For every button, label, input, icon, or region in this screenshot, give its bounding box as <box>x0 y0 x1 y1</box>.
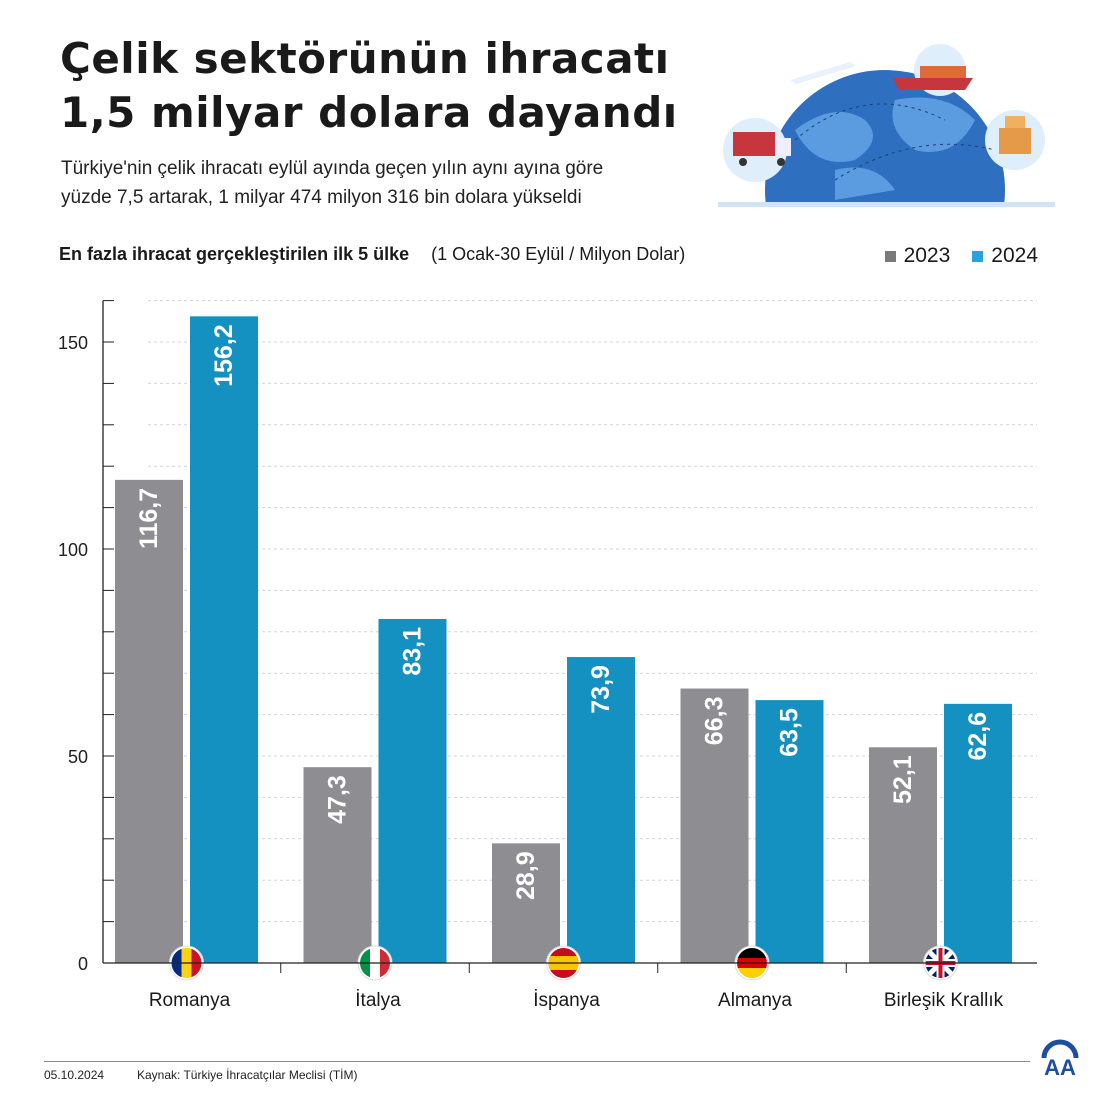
flag-stripe <box>737 948 767 958</box>
legend-swatch-2024 <box>972 250 984 262</box>
chart-title-text: En fazla ihracat gerçekleştirilen ilk 5 … <box>59 244 410 264</box>
chart-title: En fazla ihracat gerçekleştirilen ilk 5 … <box>59 244 685 265</box>
bar-chart: 0 50 100 150 116,7 156,2 Romanya 47,3 83,1 İtalya… <box>58 300 1037 1011</box>
y-tick-label: 50 <box>68 747 88 767</box>
subtitle: Türkiye'nin çelik ihracatı eylül ayında … <box>61 154 603 212</box>
bar-2023 <box>869 747 937 963</box>
bar-2024 <box>944 703 1012 963</box>
flag-stripe <box>737 968 767 978</box>
bar-2024 <box>567 657 635 963</box>
x-category-label: İtalya <box>355 990 401 1011</box>
bar-2024 <box>190 316 258 963</box>
bar-2023 <box>115 479 183 963</box>
title-line-2: 1,5 milyar dolara dayandı <box>60 88 678 137</box>
bar-label: 52,1 <box>889 755 917 804</box>
chart-unit-note: (1 Ocak-30 Eylül / Milyon Dolar) <box>431 244 686 264</box>
bar-label: 156,2 <box>210 324 238 387</box>
bar-label: 116,7 <box>135 488 163 549</box>
bar-label: 47,3 <box>324 775 352 824</box>
x-category-label: İspanya <box>533 990 600 1011</box>
legend-label-2024: 2024 <box>991 244 1038 267</box>
y-tick-label: 0 <box>78 954 88 974</box>
bar-label: 63,5 <box>776 708 804 757</box>
bar-label: 62,6 <box>964 712 992 761</box>
legend-label-2023: 2023 <box>903 244 951 267</box>
legend-item-2024: 2024 <box>972 244 1038 268</box>
y-tick-label: 150 <box>58 333 88 353</box>
bar-2024 <box>755 700 824 963</box>
x-category-label: Almanya <box>718 990 792 1011</box>
svg-text:AA: AA <box>1044 1055 1076 1078</box>
globe-illustration <box>718 44 1055 207</box>
footer-date: 05.10.2024 <box>44 1068 105 1082</box>
footer-divider <box>44 1061 1030 1062</box>
x-category-label: Birleşik Krallık <box>884 990 1004 1011</box>
bar-label: 73,9 <box>587 665 615 714</box>
page-title: Çelik sektörünün ihracatı 1,5 milyar dol… <box>60 32 678 140</box>
chart-legend: 2023 2024 <box>884 244 1038 268</box>
bar-2023 <box>303 767 372 963</box>
subtitle-line-1: Türkiye'nin çelik ihracatı eylül ayında … <box>61 158 604 179</box>
footer-source: Kaynak: Türkiye İhracatçılar Meclisi (Tİ… <box>137 1068 358 1082</box>
bar-label: 28,9 <box>512 851 540 900</box>
bar-label: 83,1 <box>399 627 427 676</box>
title-line-1: Çelik sektörünün ihracatı <box>60 34 670 83</box>
y-tick-label: 100 <box>58 540 88 560</box>
subtitle-line-2: yüzde 7,5 artarak, 1 milyar 474 milyon 3… <box>61 187 582 208</box>
x-category-label: Romanya <box>149 990 231 1011</box>
bar-label: 66,3 <box>701 697 729 746</box>
legend-swatch-2023 <box>884 250 896 262</box>
aa-logo: AA <box>1041 1039 1079 1078</box>
legend-item-2023: 2023 <box>884 244 951 268</box>
bar-2023 <box>492 843 560 963</box>
bar-2024 <box>378 618 447 963</box>
bar-2023 <box>680 688 749 963</box>
